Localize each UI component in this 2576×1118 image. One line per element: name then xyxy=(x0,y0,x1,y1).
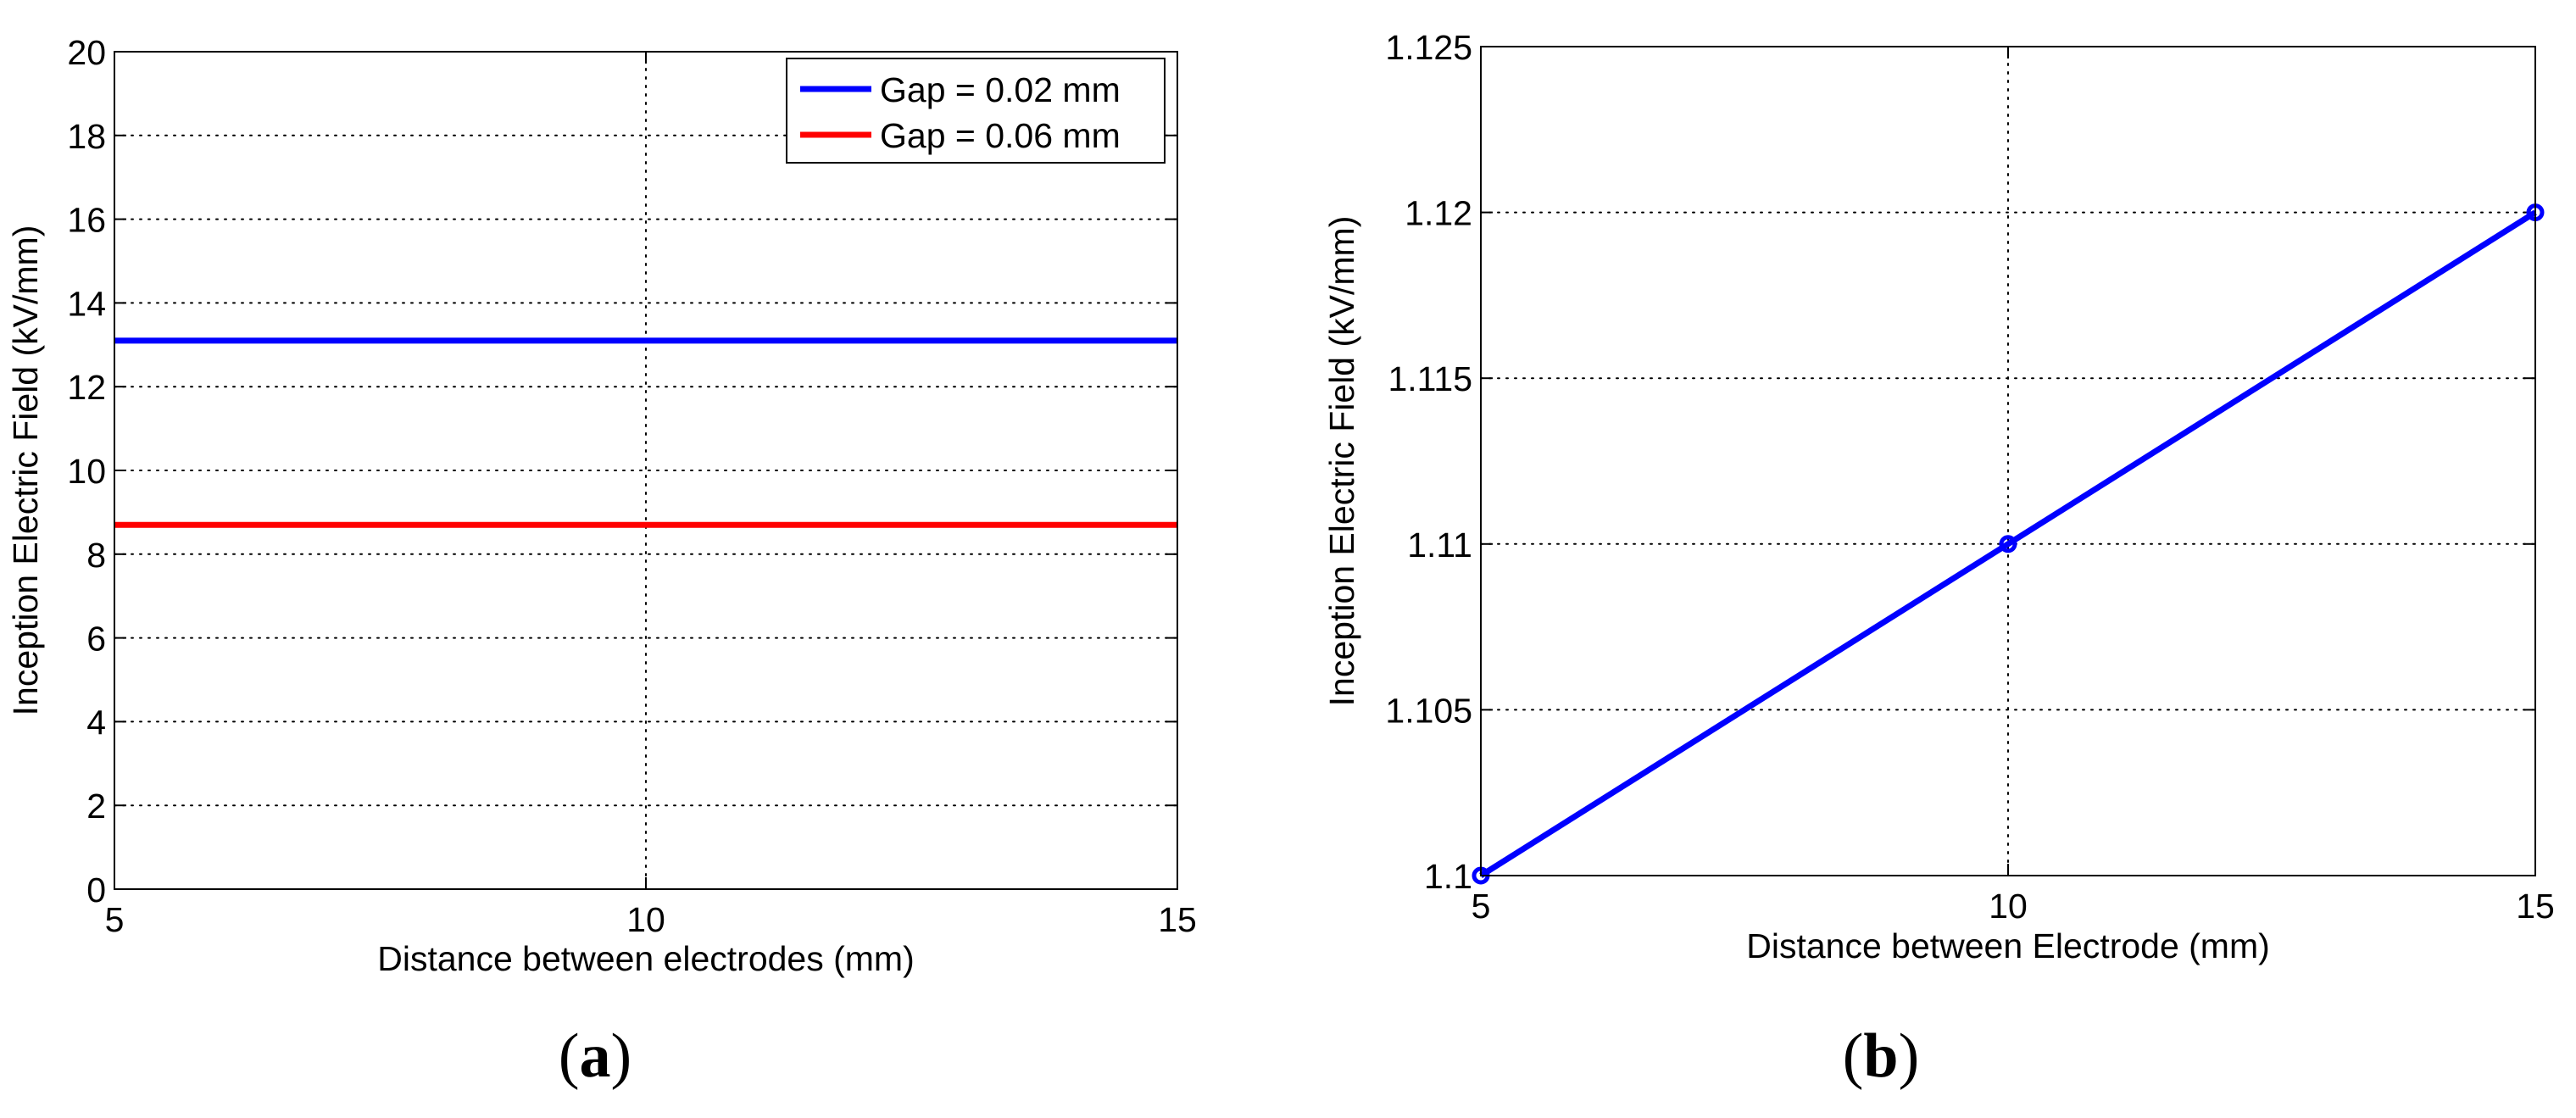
panel-label: (b) xyxy=(1843,1021,1919,1091)
legend-entry: Gap = 0.06 mm xyxy=(880,116,1121,155)
y-tick-label: 0 xyxy=(86,870,106,909)
y-tick-label: 1.11 xyxy=(1407,526,1472,565)
panel-label: (a) xyxy=(559,1021,631,1091)
chart-a: 5 10 15 0 2 4 6 8 10 12 14 16 18 20 Distance between e… xyxy=(6,33,1197,1091)
x-tick-label: 10 xyxy=(1989,887,2028,926)
legend-entry: Gap = 0.02 mm xyxy=(880,70,1121,109)
axes-box xyxy=(1480,46,2536,876)
chart-b: 5 10 15 1.1 1.105 1.11 1.115 1.12 1.125 Distance … xyxy=(1322,28,2555,1091)
y-tick-label: 10 xyxy=(67,452,106,491)
y-tick-label: 20 xyxy=(67,33,106,72)
panel-label-close: ) xyxy=(1899,1021,1920,1091)
panel-label-letter: a xyxy=(580,1021,611,1091)
x-axis-label: Distance between Electrode (mm) xyxy=(1746,926,2270,965)
y-tick-label: 16 xyxy=(67,201,106,240)
x-tick-label: 15 xyxy=(2516,887,2555,926)
y-tick-label: 1.1 xyxy=(1424,857,1472,896)
legend-box xyxy=(786,58,1166,164)
y-tick-label: 1.12 xyxy=(1405,194,1472,233)
y-tick-label: 8 xyxy=(86,536,106,575)
panel-label-open: ( xyxy=(559,1021,580,1091)
series-line xyxy=(1479,209,2537,878)
x-tick-label: 15 xyxy=(1158,900,1197,939)
y-tick-label: 14 xyxy=(67,284,106,323)
y-tick-label: 1.115 xyxy=(1388,359,1472,398)
y-tick-label: 18 xyxy=(67,117,106,156)
x-tick-label: 5 xyxy=(1472,887,1491,926)
x-tick-label: 5 xyxy=(105,900,125,939)
x-tick-label: 10 xyxy=(626,900,665,939)
y-tick-label: 2 xyxy=(86,787,106,826)
panel-label-close: ) xyxy=(611,1021,632,1091)
panel-label-letter: b xyxy=(1863,1021,1898,1091)
y-tick-label: 1.125 xyxy=(1385,28,1472,67)
y-tick-label: 12 xyxy=(67,368,106,407)
y-tick-label: 6 xyxy=(86,620,106,659)
y-tick-label: 1.105 xyxy=(1385,691,1472,730)
y-axis-label: Inception Electric Field (kV/mm) xyxy=(6,225,45,716)
data-point xyxy=(1999,535,2017,553)
panel-label-open: ( xyxy=(1843,1021,1864,1091)
y-axis-label: Inception Electric Field (kV/mm) xyxy=(1322,216,1361,707)
axes-box xyxy=(114,51,1178,890)
y-tick-label: 4 xyxy=(86,703,106,742)
x-axis-label: Distance between electrodes (mm) xyxy=(377,939,914,978)
